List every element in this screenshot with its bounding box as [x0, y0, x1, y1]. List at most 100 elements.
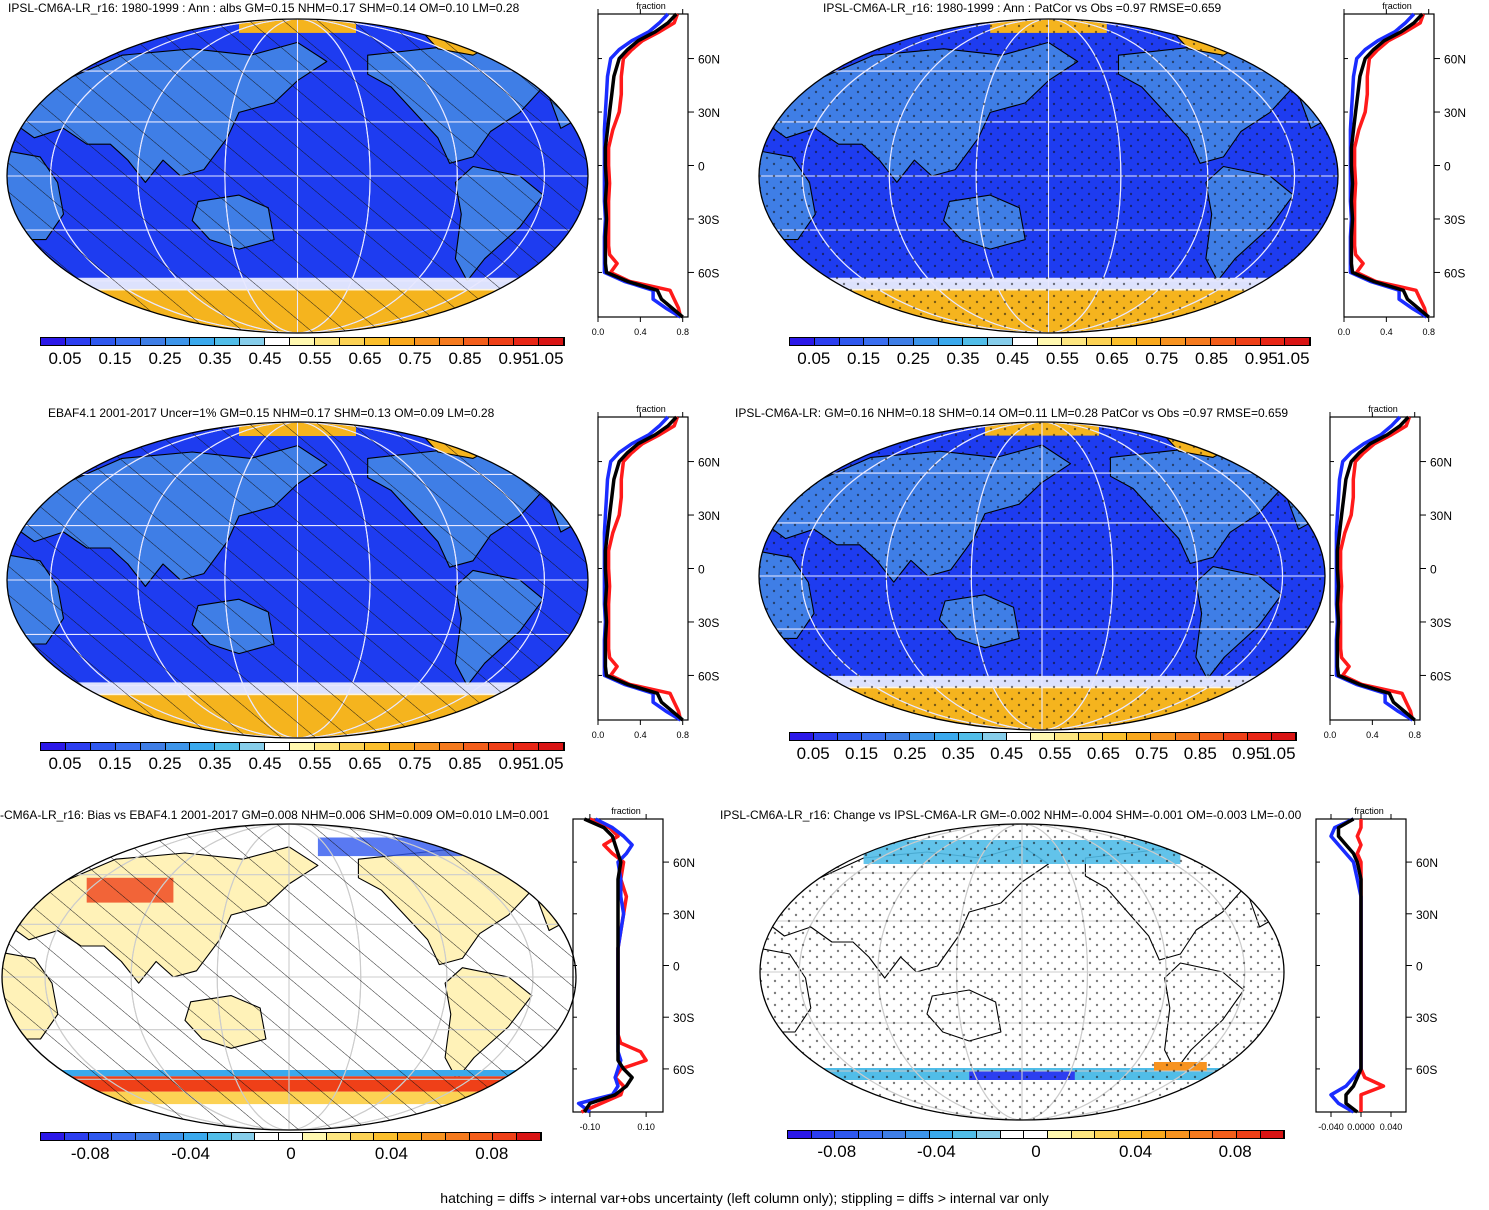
- lat-label: 30N: [698, 509, 720, 523]
- colorbar-1: 0.05 0.15 0.25 0.35 0.45 0.55 0.65 0.75 0.85 0.95…: [40, 337, 565, 373]
- colorbar-swatch: [1211, 338, 1236, 345]
- colorbar-swatch: [389, 338, 415, 345]
- colorbar-label: 0.65: [348, 754, 382, 773]
- zonal-curve-blue: [1348, 12, 1428, 319]
- colorbar-swatch: [790, 338, 815, 345]
- colorbar-label: 0.35: [941, 744, 975, 763]
- zonal-x-tick: 0.0: [1338, 327, 1351, 337]
- colorbar-label: 0.15: [845, 744, 879, 763]
- colorbar-swatch: [929, 1131, 954, 1138]
- zonal-x-tick: 0.4: [1380, 327, 1393, 337]
- colorbar-swatch: [982, 733, 1007, 740]
- zonal-mean-panel-2: fraction 60N 30N 0 30S 60S 0.0 0.4 0.8: [1338, 1, 1466, 337]
- zonal-mean-panel-1: fraction 60N 30N 0 30S 60S 0.0 0.4 0.8: [592, 1, 720, 337]
- colorbar-swatch: [489, 338, 515, 345]
- colorbar-swatch: [439, 338, 465, 345]
- zonal-x-tick: 0.0: [592, 327, 605, 337]
- lat-label: 60N: [1430, 456, 1452, 470]
- colorbar-label: 0.15: [98, 754, 132, 773]
- colorbar-swatch: [290, 338, 315, 345]
- lat-label: 30S: [1430, 616, 1451, 630]
- colorbar-swatch: [422, 1133, 446, 1140]
- colorbar-label: -0.04: [917, 1142, 956, 1161]
- zonal-mean-panel-5: fraction 60N 30N 0 30S 60S -0.10 0.10: [572, 806, 695, 1132]
- zonal-axis-title: fraction: [636, 1, 666, 11]
- stippling-overlay: [760, 824, 1284, 1120]
- colorbar-swatch: [913, 338, 939, 345]
- colorbar-4: 0.05 0.15 0.25 0.35 0.45 0.55 0.65 0.75 0.85 0.95…: [789, 732, 1297, 768]
- colorbar-swatch: [1142, 1131, 1166, 1138]
- colorbar-swatch: [41, 338, 66, 345]
- colorbar-swatch: [136, 1133, 161, 1140]
- colorbar-swatch: [1151, 733, 1176, 740]
- lat-label: 30S: [698, 213, 719, 227]
- colorbar-swatch: [240, 338, 266, 345]
- colorbar-swatch: [1012, 338, 1038, 345]
- colorbar-label: 0.75: [398, 349, 432, 368]
- colorbar-swatch: [41, 1133, 65, 1140]
- colorbar-swatch: [41, 743, 66, 750]
- colorbar-swatch: [862, 733, 887, 740]
- colorbar-swatches: [789, 732, 1297, 741]
- zonal-x-tick: 0.4: [634, 730, 647, 740]
- lat-label: 0: [698, 563, 705, 577]
- zonal-axis-title: fraction: [1354, 806, 1384, 816]
- colorbar-swatch: [539, 743, 565, 750]
- zonal-curve-black: [603, 415, 684, 722]
- zonal-axis-title: fraction: [1382, 1, 1412, 11]
- colorbar-swatch: [539, 338, 565, 345]
- panel-title-6: IPSL-CM6A-LR_r16: Change vs IPSL-CM6A-LR…: [720, 808, 1302, 822]
- map-patcor-model: [758, 18, 1339, 334]
- hatching-overlay: [7, 19, 588, 333]
- colorbar-label: 0.65: [1095, 349, 1129, 368]
- colorbar-swatch: [1186, 338, 1212, 345]
- lat-label: 60S: [673, 1063, 694, 1077]
- colorbar-swatch: [1136, 338, 1162, 345]
- map-border: [6, 421, 589, 739]
- colorbar-swatch: [988, 338, 1013, 345]
- colorbar-swatch: [140, 743, 166, 750]
- colorbar-swatch: [1223, 733, 1248, 740]
- colorbar-swatch: [112, 1133, 137, 1140]
- lat-label: 60S: [1430, 669, 1451, 683]
- colorbar-swatch: [886, 733, 911, 740]
- colorbar-label: 0.75: [1135, 744, 1169, 763]
- zonal-x-tick: 0.8: [676, 327, 689, 337]
- colorbar-swatch: [1247, 733, 1272, 740]
- colorbar-swatch: [517, 1133, 542, 1140]
- colorbar-swatch: [190, 338, 216, 345]
- colorbar-swatch: [788, 1131, 812, 1138]
- colorbar-swatch: [1199, 733, 1224, 740]
- colorbar-label: 0.65: [1086, 744, 1121, 763]
- colorbar-swatch: [90, 743, 116, 750]
- lat-label: 30N: [1444, 106, 1466, 120]
- colorbar-swatch: [938, 338, 964, 345]
- stippling-overlay: [759, 422, 1325, 730]
- hatching-overlay: [2, 824, 576, 1130]
- stippling-overlay: [759, 19, 1338, 333]
- map-border: [759, 823, 1285, 1121]
- zonal-axis-title: fraction: [611, 806, 641, 816]
- colorbar-swatch: [314, 338, 340, 345]
- colorbar-swatch: [1055, 733, 1080, 740]
- zonal-x-tick: 0.10: [637, 1122, 655, 1132]
- panel-title-3: EBAF4.1 2001-2017 Uncer=1% GM=0.15 NHM=0…: [48, 406, 495, 420]
- colorbar-swatch: [1260, 338, 1286, 345]
- map-change: [759, 823, 1285, 1121]
- zonal-x-tick: -0.10: [580, 1122, 601, 1132]
- colorbar-swatch: [65, 743, 91, 750]
- lat-label: 30N: [1430, 509, 1452, 523]
- colorbar-swatch: [835, 1131, 859, 1138]
- colorbar-swatch: [265, 743, 291, 750]
- colorbar-swatch: [1062, 338, 1088, 345]
- colorbar-swatch: [314, 743, 340, 750]
- colorbar-label: 0.95: [1244, 349, 1278, 368]
- colorbar-swatch: [1161, 338, 1187, 345]
- colorbar-swatch: [90, 338, 116, 345]
- colorbar-swatch: [326, 1133, 351, 1140]
- colorbar-label: 0.55: [1045, 349, 1079, 368]
- zonal-mean-panel-3: fraction 60N 30N 0 30S 60S 0.0 0.4 0.8: [592, 404, 720, 740]
- colorbar-label: 1.05: [530, 349, 564, 368]
- colorbar-swatch: [814, 733, 839, 740]
- zonal-curve-black: [1335, 415, 1416, 722]
